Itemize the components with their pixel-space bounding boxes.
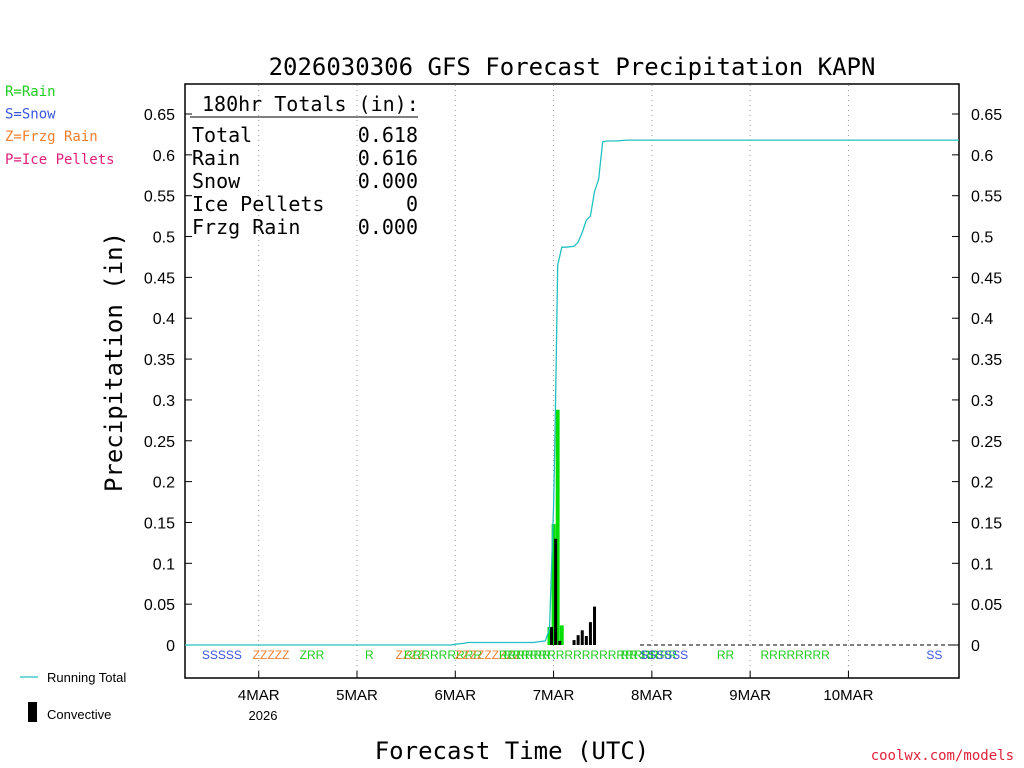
y-tick-label-left: 0.05 <box>144 597 175 614</box>
precip-type-legend: R=Rain S=Snow Z=Frzg Rain P=Ice Pellets <box>5 84 115 168</box>
x-tick-label: 9MAR <box>729 687 771 704</box>
ptype-legend-item: S=Snow <box>5 107 56 123</box>
x-tick-label: 7MAR <box>533 687 575 704</box>
y-tick-label-left: 0.35 <box>144 352 175 369</box>
convective-bar <box>593 606 597 645</box>
convective-bar <box>580 630 584 645</box>
y-tick-label-right: 0.45 <box>971 270 1002 287</box>
rain-bars <box>547 409 564 645</box>
y-tick-label-left: 0.45 <box>144 270 175 287</box>
grid-lines <box>258 85 849 677</box>
ptype-label: RR RR <box>621 648 659 662</box>
ptype-label: ZZZZZZZZZ <box>455 648 521 662</box>
y-axis-right-ticks: 0 0.05 0.1 0.15 0.2 0.25 0.3 0.35 0.4 0.45 0.5 0.55… <box>952 107 1002 655</box>
y-tick-label-right: 0.5 <box>971 230 993 247</box>
convective-bar <box>554 538 558 645</box>
convective-legend-label: Convective <box>47 707 111 722</box>
ptype-label: SSSSS <box>202 648 242 662</box>
totals-header: 180hr Totals (in): <box>202 92 419 116</box>
totals-row-value: 0.000 <box>358 215 418 239</box>
convective-bar <box>588 622 592 645</box>
y-tick-label-right: 0.1 <box>971 556 993 573</box>
ptype-label: RRRRRRRRR <box>404 648 482 662</box>
ptype-legend-item: Z=Frzg Rain <box>5 129 98 145</box>
totals-row-value: 0.616 <box>358 146 418 170</box>
convective-swatch <box>28 702 37 722</box>
y-tick-label-right: 0.65 <box>971 107 1002 124</box>
ptype-label: SSSSSS <box>640 648 688 662</box>
year-label: 2026 <box>249 708 278 723</box>
y-tick-label-right: 0 <box>971 638 980 655</box>
y-tick-label-right: 0.35 <box>971 352 1002 369</box>
totals-row-label: Total <box>192 123 252 147</box>
ptype-legend-item: P=Ice Pellets <box>5 152 115 168</box>
totals-row-label: Ice Pellets <box>192 192 324 216</box>
x-tick-label: 5MAR <box>336 687 378 704</box>
ptype-label: RRRRRR <box>499 648 551 662</box>
y-tick-label-right: 0.25 <box>971 434 1002 451</box>
y-tick-label-right: 0.15 <box>971 515 1002 532</box>
y-tick-label-left: 0.25 <box>144 434 175 451</box>
y-tick-label-right: 0.3 <box>971 393 993 410</box>
ptype-legend-item: R=Rain <box>5 84 56 100</box>
rain-bar <box>555 409 560 645</box>
y-tick-label-left: 0.55 <box>144 189 175 206</box>
y-tick-label-left: 0.3 <box>153 393 175 410</box>
ptype-label: RR <box>717 648 735 662</box>
ptype-label: ZZZZ <box>396 648 425 662</box>
ptype-label: RRRRRRRRRRRRRRRRRRRR <box>504 648 678 662</box>
y-tick-label-left: 0.1 <box>153 556 175 573</box>
x-tick-label: 4MAR <box>238 687 280 704</box>
rain-bar <box>559 625 564 645</box>
ptype-label: ZRR <box>300 648 325 662</box>
y-axis-label: Precipitation (in) <box>100 232 128 492</box>
convective-bar <box>576 635 580 645</box>
totals-row-label: Rain <box>192 146 240 170</box>
precip-type-labels: SSSSS ZZZZZ ZRR R ZZZZRRRRRRRRRZZZZZZZZZRRRR… <box>202 648 943 662</box>
convective-bar <box>572 640 576 645</box>
x-tick-label: 6MAR <box>434 687 476 704</box>
running-total-line <box>185 139 959 646</box>
ptype-label: ZZZZZ <box>253 648 290 662</box>
chart-title: 2026030306 GFS Forecast Precipitation KA… <box>269 53 876 81</box>
bottom-legend: Running Total Convective <box>20 670 126 722</box>
ptype-label: SS <box>926 648 942 662</box>
y-tick-label-left: 0.15 <box>144 515 175 532</box>
y-tick-label-left: 0 <box>166 638 175 655</box>
y-tick-label-left: 0.6 <box>153 148 175 165</box>
totals-row-value: 0.618 <box>358 123 418 147</box>
convective-bars <box>550 538 597 645</box>
y-tick-label-left: 0.4 <box>153 311 175 328</box>
convective-bar <box>558 640 562 645</box>
plot-frame <box>184 83 960 679</box>
totals-box: 180hr Totals (in): Total 0.618 Rain 0.616 Sn… <box>190 92 419 239</box>
totals-row-value: 0.000 <box>358 169 418 193</box>
ptype-label: R <box>365 648 374 662</box>
y-tick-label-right: 0.05 <box>971 597 1002 614</box>
y-tick-label-right: 0.6 <box>971 148 993 165</box>
totals-row-label: Snow <box>192 169 241 193</box>
y-tick-label-right: 0.2 <box>971 475 993 492</box>
y-tick-label-right: 0.55 <box>971 189 1002 206</box>
totals-row-value: 0 <box>406 192 418 216</box>
y-axis-left-ticks: 0 0.05 0.1 0.15 0.2 0.25 0.3 0.35 0.4 0.45 0.5 0.55… <box>144 107 192 655</box>
convective-bar <box>584 636 588 645</box>
credit-text: coolwx.com/models <box>871 748 1014 764</box>
x-tick-label: 8MAR <box>631 687 673 704</box>
convective-bar <box>550 627 554 645</box>
y-tick-label-left: 0.2 <box>153 475 175 492</box>
y-tick-label-left: 0.65 <box>144 107 175 124</box>
x-tick-label: 10MAR <box>823 687 873 704</box>
totals-row-label: Frzg Rain <box>192 215 300 239</box>
rain-bar <box>551 524 556 645</box>
x-axis-label: Forecast Time (UTC) <box>375 737 650 765</box>
y-tick-label-left: 0.5 <box>153 230 175 247</box>
ptype-label: RRRRRRRR <box>761 648 831 662</box>
running-total-legend-label: Running Total <box>47 670 126 685</box>
y-tick-label-right: 0.4 <box>971 311 993 328</box>
x-axis-ticks: 4MAR 5MAR 6MAR 7MAR 8MAR 9MAR 10MAR <box>238 671 874 704</box>
rain-bar <box>547 627 552 645</box>
